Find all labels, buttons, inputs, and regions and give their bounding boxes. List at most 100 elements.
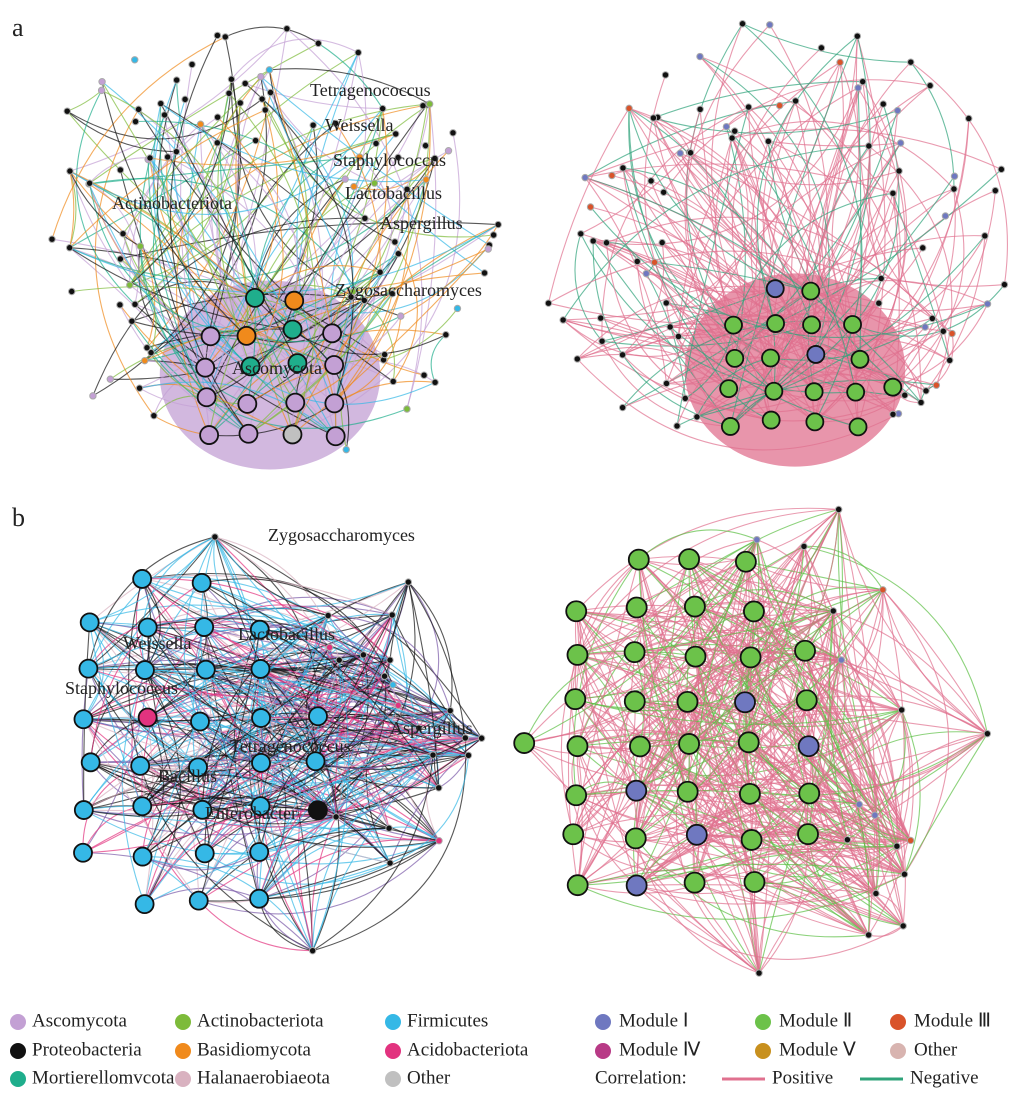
node	[132, 569, 153, 589]
edge	[293, 104, 428, 301]
edge	[576, 745, 760, 974]
node	[389, 377, 397, 386]
edge	[731, 137, 776, 289]
node	[889, 189, 897, 197]
edge	[88, 157, 151, 185]
node	[566, 735, 589, 758]
edge	[142, 816, 337, 869]
edge	[198, 660, 340, 902]
node	[213, 31, 222, 40]
edge	[756, 35, 858, 324]
edge	[892, 193, 951, 361]
edge	[577, 654, 637, 791]
edge	[622, 167, 736, 359]
edge	[87, 668, 434, 786]
node	[625, 779, 648, 802]
edge	[88, 668, 440, 842]
edge	[563, 288, 776, 321]
edge	[83, 712, 482, 811]
node	[848, 417, 868, 437]
node	[380, 350, 389, 359]
edge	[89, 622, 143, 807]
node	[119, 229, 127, 238]
node	[872, 889, 880, 898]
edge	[144, 669, 419, 729]
edge	[742, 23, 863, 423]
edge	[592, 240, 731, 427]
node	[196, 120, 205, 128]
edge	[769, 85, 931, 359]
edge	[286, 28, 423, 410]
edge	[83, 776, 337, 818]
edge	[745, 561, 860, 805]
edge	[259, 840, 440, 900]
edge	[676, 379, 937, 427]
node	[141, 356, 149, 365]
node	[287, 353, 308, 374]
edge	[352, 179, 427, 292]
edge	[216, 142, 333, 334]
edge	[217, 116, 284, 367]
edge	[144, 816, 337, 905]
node	[765, 279, 785, 299]
node	[649, 114, 658, 122]
legend: Ascomycota Actinobacteriota Firmicutes Prot…	[10, 1010, 991, 1088]
node	[194, 617, 215, 637]
edge	[677, 87, 859, 337]
edge	[139, 387, 248, 409]
node	[965, 114, 973, 123]
edge	[577, 654, 639, 886]
edge	[732, 128, 1002, 170]
edge	[88, 183, 249, 435]
node	[559, 316, 567, 324]
node	[464, 751, 473, 759]
edge	[734, 280, 988, 359]
node	[73, 709, 94, 730]
node	[135, 384, 144, 392]
edge	[180, 64, 208, 398]
edge	[294, 299, 365, 403]
edge	[258, 862, 391, 900]
taxon-label: Enterobacter	[205, 803, 297, 823]
edge	[69, 170, 131, 286]
node	[871, 811, 879, 819]
edge	[638, 559, 869, 936]
edge	[753, 611, 810, 794]
node	[196, 387, 217, 408]
edge	[333, 272, 381, 404]
node	[258, 95, 266, 103]
legend-marker	[890, 1043, 906, 1059]
edge	[147, 627, 316, 762]
edge	[160, 103, 381, 273]
edge	[774, 247, 923, 290]
edge	[622, 354, 815, 410]
legend-label: Acidobacteriota	[407, 1039, 529, 1060]
edge	[147, 627, 469, 770]
edge	[260, 717, 469, 756]
edge	[806, 700, 870, 936]
edge	[622, 366, 937, 409]
node	[853, 32, 862, 40]
node	[132, 846, 153, 867]
node	[143, 343, 151, 352]
node	[739, 646, 762, 669]
edge	[758, 733, 988, 974]
edge	[69, 170, 141, 247]
node	[360, 296, 368, 305]
node	[73, 842, 93, 863]
node	[806, 345, 826, 364]
edge	[201, 102, 247, 337]
edge	[246, 98, 309, 405]
edge	[576, 285, 776, 360]
node	[425, 100, 434, 108]
node	[241, 79, 249, 88]
node	[734, 550, 757, 573]
edge	[771, 394, 905, 422]
edge	[203, 626, 440, 842]
legend-marker	[385, 1071, 401, 1087]
edge	[711, 23, 771, 359]
node	[391, 238, 399, 246]
node	[950, 172, 959, 180]
edge	[577, 610, 834, 886]
node	[658, 238, 666, 247]
